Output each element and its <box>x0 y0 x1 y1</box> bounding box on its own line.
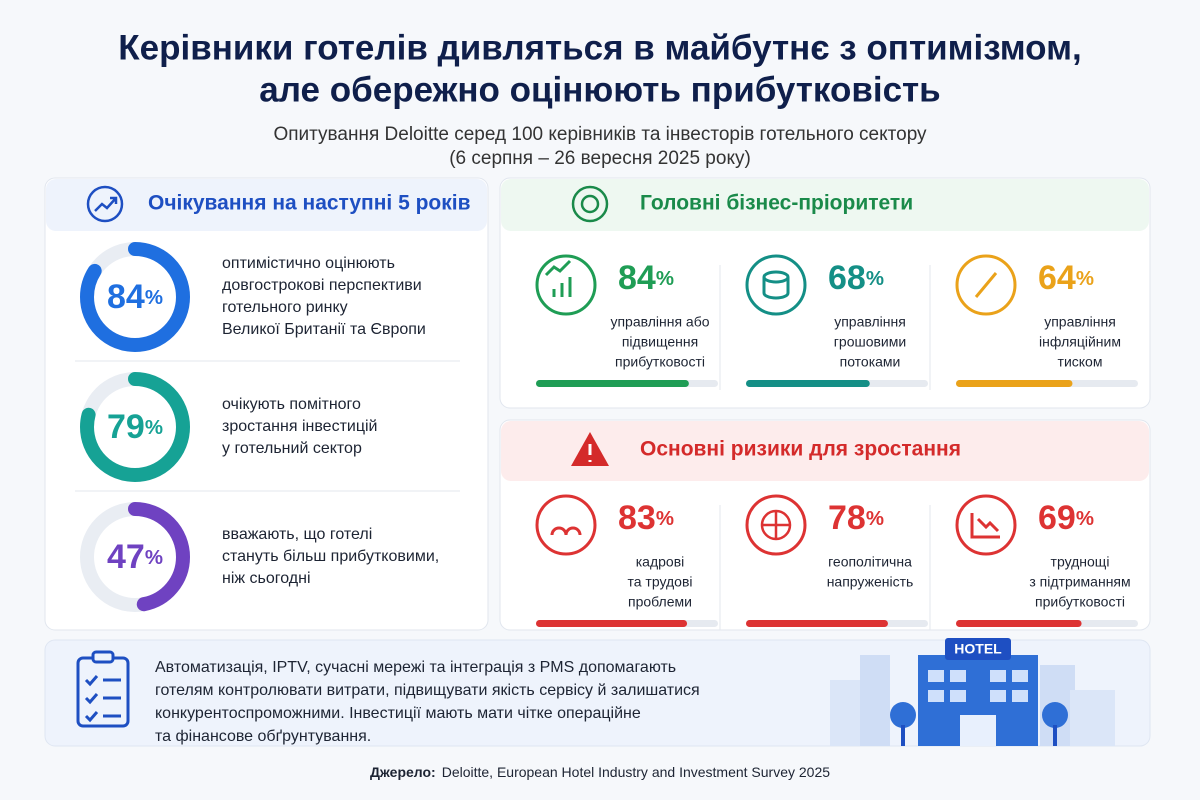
description: підвищення <box>622 334 698 350</box>
source: Джерело: Deloitte, European Hotel Industr… <box>370 764 830 780</box>
value-label: 78% <box>828 499 884 537</box>
note-text: Автоматизація, IPTV, сучасні мережі та і… <box>155 659 676 676</box>
bar <box>536 620 688 627</box>
unit: % <box>145 287 163 309</box>
value-label: 64% <box>1038 259 1094 297</box>
icon-glyph <box>974 272 998 298</box>
unit: % <box>656 268 674 290</box>
value-label: 83% <box>618 499 674 537</box>
description: Великої Британії та Європи <box>222 321 426 338</box>
description: оптимістично оцінюють <box>222 255 395 272</box>
value: 68 <box>828 259 866 297</box>
item-icon <box>745 254 807 316</box>
bar <box>956 620 1082 627</box>
unit: % <box>656 508 674 530</box>
title: але обережно оцінюють прибутковість <box>259 70 940 109</box>
priorities-panel <box>499 177 1151 409</box>
description: управління <box>1044 314 1116 330</box>
value: 78 <box>828 499 866 537</box>
value: 84 <box>107 278 145 316</box>
unit: % <box>866 268 884 290</box>
section-icon <box>580 194 600 214</box>
description: довгострокові перспективи <box>222 277 422 294</box>
source-label: Джерело: <box>370 764 436 780</box>
ring-arc <box>80 372 190 482</box>
clipboard-icon <box>76 650 130 728</box>
icon-glyph <box>970 513 1000 539</box>
description: готельного ринку <box>222 299 348 316</box>
note-text: готелям контролювати витрати, підвищуват… <box>155 682 700 699</box>
description: кадрові <box>636 554 685 570</box>
value: 69 <box>1038 499 1076 537</box>
hotel-illustration <box>830 638 1115 746</box>
note-text: та фінансове обґрунтування. <box>155 728 371 745</box>
description: труднощі <box>1051 554 1110 570</box>
icon-glyph <box>762 277 790 300</box>
title: Керівники готелів дивляться в майбутнє з… <box>118 28 1081 67</box>
value: 84 <box>618 259 656 297</box>
description: стануть більш прибутковими, <box>222 548 439 565</box>
description: вважають, що готелі <box>222 526 372 543</box>
section-title: Головні бізнес-пріоритети <box>640 192 913 215</box>
risks-header <box>501 421 1149 481</box>
value: 47 <box>107 538 145 576</box>
description: управління <box>834 314 906 330</box>
description: тиском <box>1058 354 1103 370</box>
bar <box>536 380 689 387</box>
section-icon <box>94 196 118 212</box>
description: та трудові <box>627 574 692 590</box>
description: управління або <box>610 314 709 330</box>
description: потоками <box>840 354 901 370</box>
section-icon <box>571 185 609 223</box>
description: з підтриманням <box>1029 574 1130 590</box>
icon-glyph <box>762 511 790 539</box>
description: ніж сьогодні <box>222 570 311 587</box>
value-label: 69% <box>1038 499 1094 537</box>
description: зростання інвестицій <box>222 418 378 435</box>
value-label: 84% <box>618 259 674 297</box>
subtitle: (6 серпня – 26 вересня 2025 року) <box>449 148 751 169</box>
hotel-sign: HOTEL <box>954 641 1002 657</box>
ring-arc <box>80 502 190 612</box>
icon-glyph <box>550 526 582 536</box>
subtitle: Опитування Deloitte серед 100 керівників… <box>273 124 927 145</box>
description: грошовими <box>834 334 906 350</box>
description: очікують помітного <box>222 396 361 413</box>
icon-glyph <box>544 259 572 297</box>
description: проблеми <box>628 594 692 610</box>
description: прибутковості <box>615 354 705 370</box>
bar <box>746 380 870 387</box>
description: у готельний сектор <box>222 440 362 457</box>
value: 79 <box>107 408 145 446</box>
source-text: Deloitte, European Hotel Industry and In… <box>442 764 831 780</box>
value: 83 <box>618 499 656 537</box>
value-label: 47% <box>107 538 163 576</box>
section-title: Очікування на наступні 5 років <box>148 192 471 215</box>
section-icon <box>86 185 124 223</box>
item-icon <box>535 494 597 556</box>
section-title: Основні ризики для зростання <box>640 438 961 461</box>
bar <box>956 380 1073 387</box>
priorities-header <box>501 179 1149 231</box>
description: геополітична <box>828 554 912 570</box>
value-label: 84% <box>107 278 163 316</box>
description: прибутковості <box>1035 594 1125 610</box>
unit: % <box>145 547 163 569</box>
value-label: 79% <box>107 408 163 446</box>
ring-arc <box>80 242 190 352</box>
description: напруженість <box>827 574 914 590</box>
value: 64 <box>1038 259 1076 297</box>
note-text: конкурентоспроможними. Інвестиції мають … <box>155 705 641 722</box>
description: інфляційним <box>1039 334 1121 350</box>
bar <box>746 620 888 627</box>
expectations-header <box>46 179 487 231</box>
unit: % <box>1076 268 1094 290</box>
unit: % <box>1076 508 1094 530</box>
value-label: 68% <box>828 259 884 297</box>
unit: % <box>145 417 163 439</box>
unit: % <box>866 508 884 530</box>
